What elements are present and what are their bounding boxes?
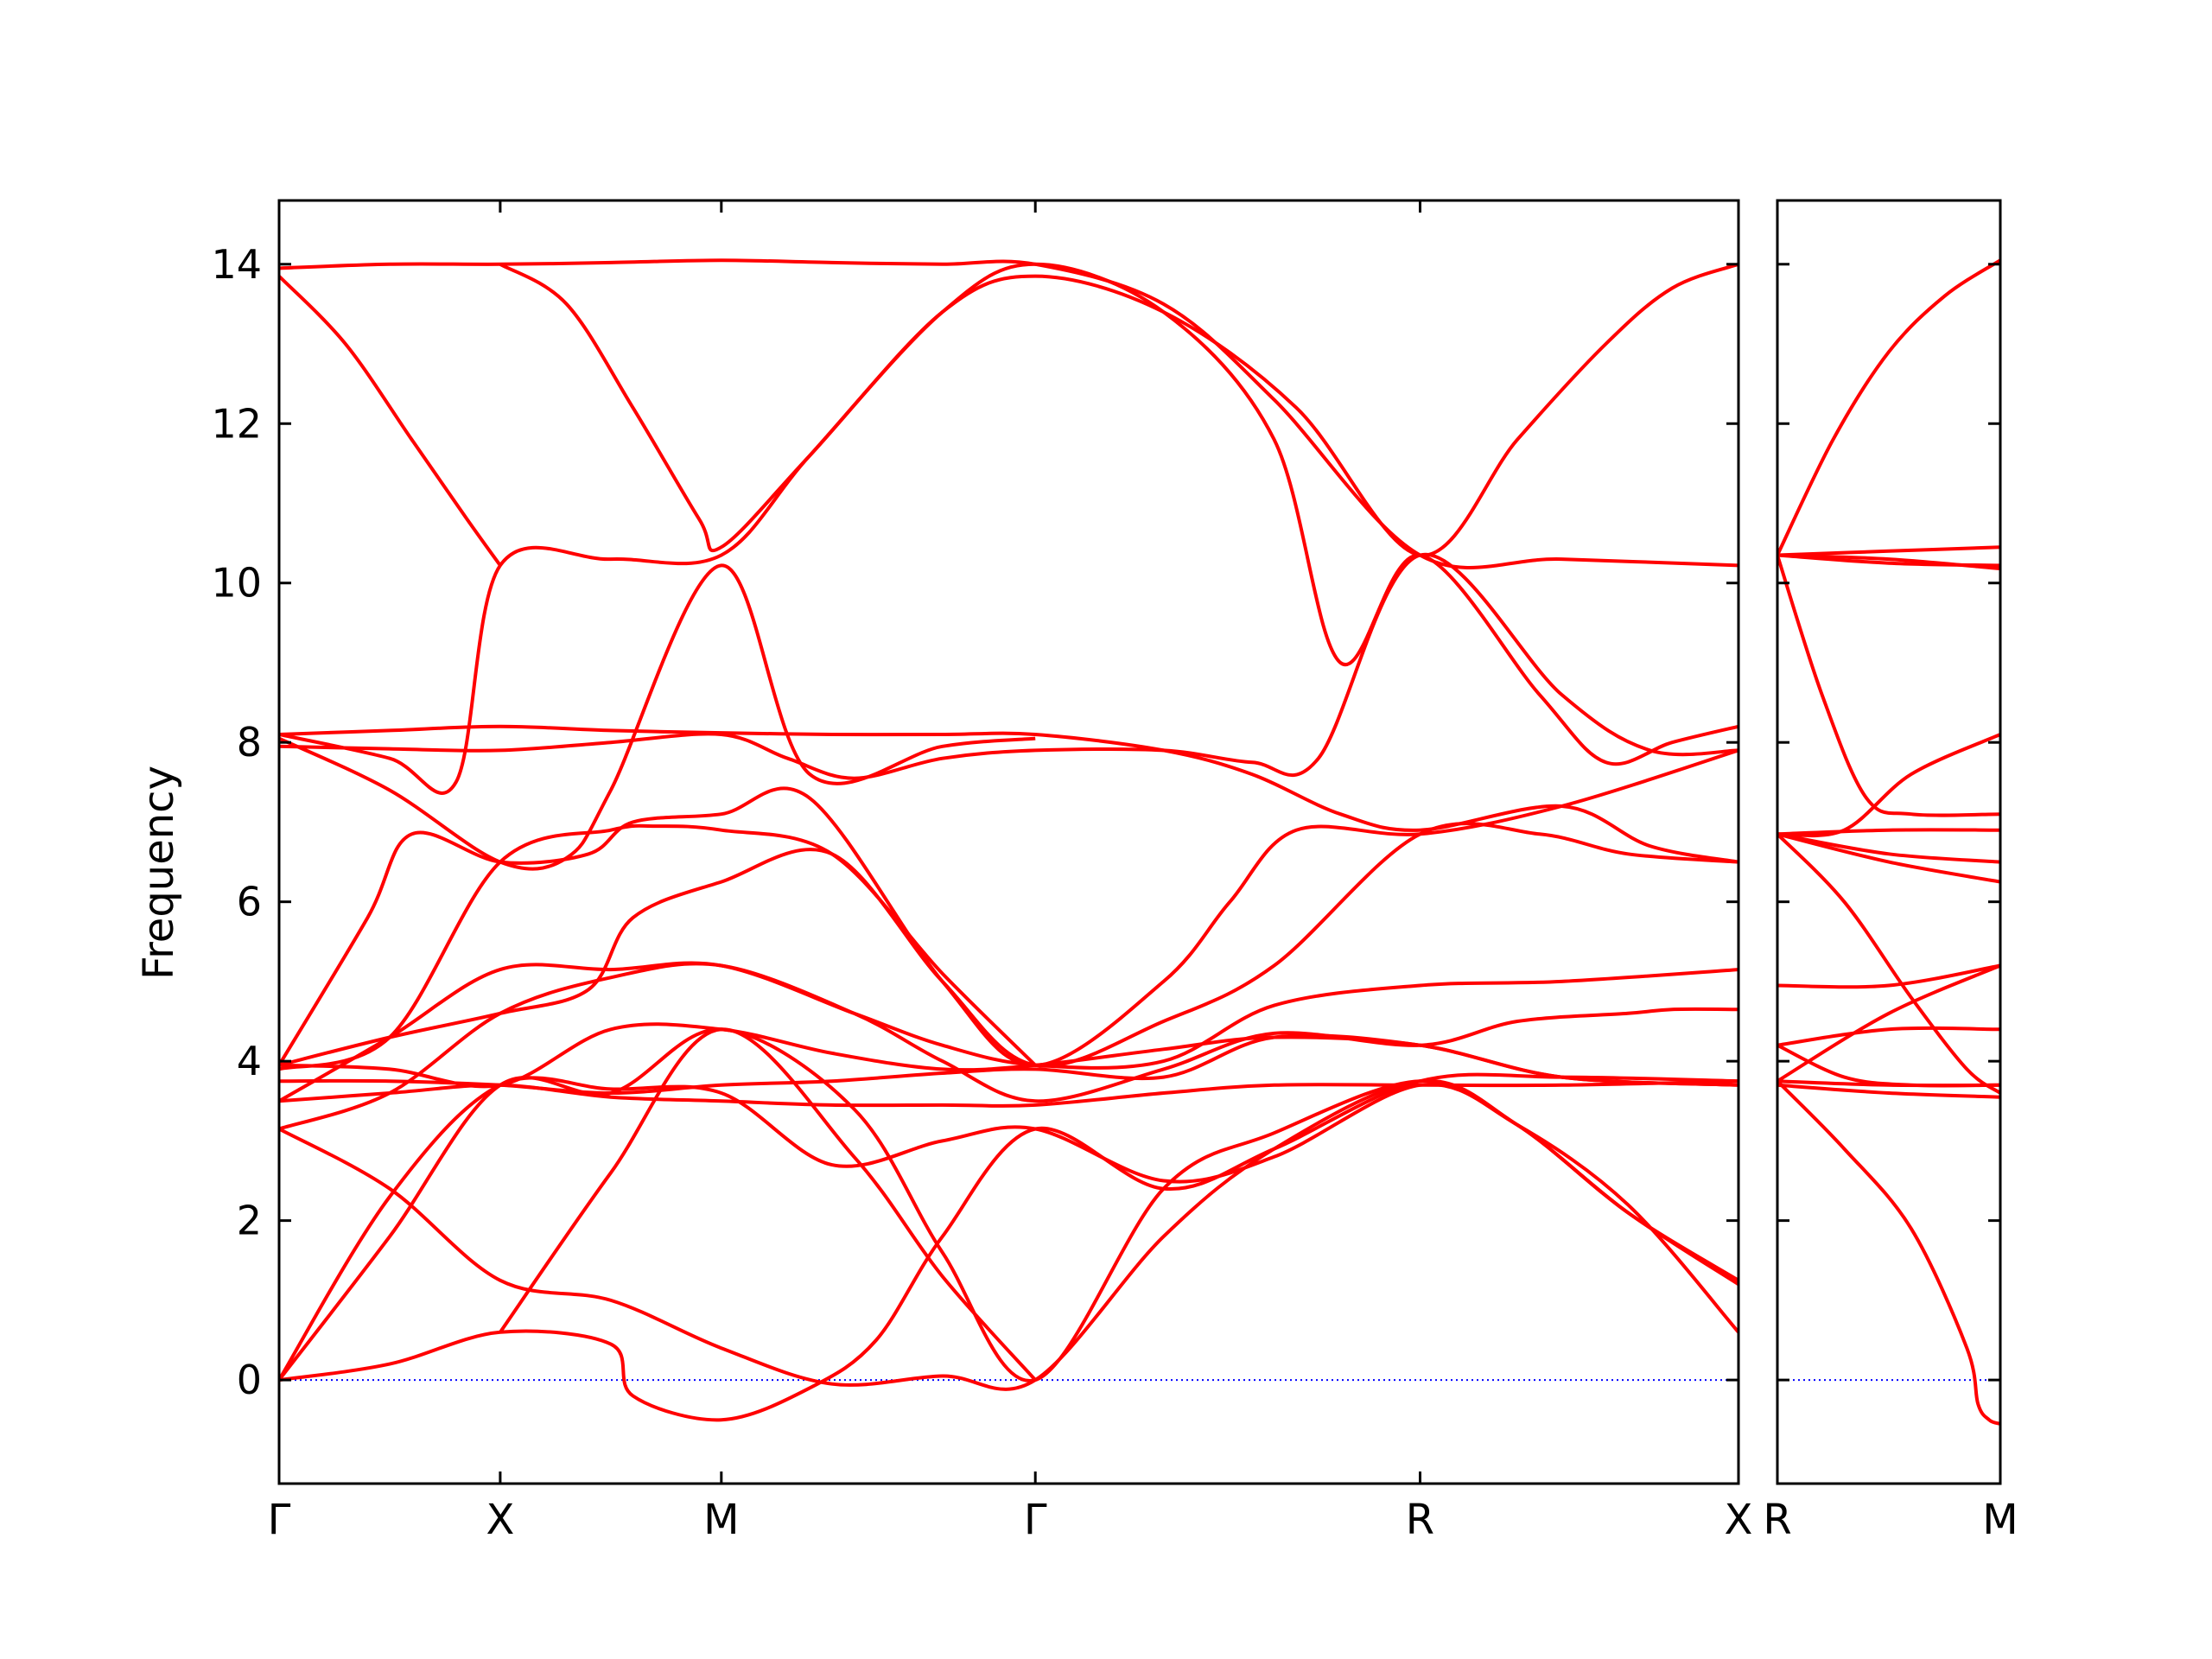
band-line-1-1 bbox=[1777, 545, 2000, 557]
band-line-1-0 bbox=[1777, 258, 2000, 556]
y-tick-label: 8 bbox=[237, 719, 262, 766]
y-tick-label: 4 bbox=[237, 1038, 262, 1084]
band-line-0-8 bbox=[279, 822, 1738, 1068]
band-line-1-11 bbox=[1777, 963, 2000, 1083]
band-line-0-4 bbox=[279, 724, 1738, 864]
band-line-0-5 bbox=[279, 552, 1738, 780]
band-line-0-6 bbox=[279, 563, 1036, 871]
band-line-1-13 bbox=[1777, 1043, 2000, 1088]
y-axis-label: Frequency bbox=[135, 766, 183, 980]
x-tick-label-0-3: Γ bbox=[1024, 1496, 1047, 1544]
y-tick-label: 14 bbox=[211, 241, 262, 288]
band-line-0-2 bbox=[499, 262, 1738, 557]
band-line-1-10 bbox=[1777, 963, 2000, 989]
band-line-0-19 bbox=[499, 1027, 1037, 1382]
band-series-group bbox=[279, 258, 1738, 1422]
y-tick-label: 10 bbox=[211, 560, 262, 607]
band-line-1-6 bbox=[1777, 828, 2000, 836]
band-panel-main: 0 2 4 6 8 10 12 14 Γ X M Γ R X bbox=[211, 199, 1753, 1544]
band-series-group bbox=[1777, 258, 2000, 1426]
band-line-1-4 bbox=[1777, 554, 2000, 817]
band-line-1-8 bbox=[1777, 832, 2000, 884]
band-line-1-9 bbox=[1777, 832, 2000, 1095]
x-tick-label-1-1: M bbox=[1982, 1496, 2018, 1544]
plot-frame bbox=[277, 199, 1740, 1485]
plot-frame bbox=[1776, 199, 2002, 1485]
y-tick-label: 2 bbox=[237, 1198, 262, 1244]
x-tick-label-0-1: X bbox=[486, 1496, 514, 1544]
x-tick-label-1-0: R bbox=[1763, 1496, 1791, 1544]
band-line-0-11 bbox=[279, 962, 1738, 1131]
band-line-1-12 bbox=[1777, 1026, 2000, 1047]
band-line-0-7 bbox=[279, 748, 1738, 1067]
band-line-0-16 bbox=[279, 1076, 1738, 1382]
y-tick-label: 12 bbox=[211, 400, 262, 447]
band-line-1-15 bbox=[1777, 1083, 2000, 1099]
band-line-1-16 bbox=[1777, 1079, 2000, 1426]
x-tick-label-0-5: X bbox=[1725, 1496, 1753, 1544]
x-tick-label-0-2: M bbox=[703, 1496, 739, 1544]
band-line-0-0 bbox=[279, 258, 1738, 569]
x-tick-label-0-0: Γ bbox=[268, 1496, 291, 1544]
band-line-1-14 bbox=[1777, 1079, 2000, 1088]
band-line-1-5 bbox=[1777, 733, 2000, 838]
x-tick-label-0-4: R bbox=[1406, 1496, 1434, 1544]
band-line-1-3 bbox=[1777, 553, 2000, 571]
band-line-1-7 bbox=[1777, 832, 2000, 864]
band-line-0-3 bbox=[279, 262, 1738, 795]
y-tick-label: 6 bbox=[237, 879, 262, 925]
band-line-0-1 bbox=[279, 275, 502, 567]
band-line-0-10 bbox=[279, 961, 1738, 1103]
y-tick-label: 0 bbox=[237, 1357, 262, 1403]
band-line-0-9 bbox=[279, 823, 1037, 1071]
band-line-0-18 bbox=[279, 1027, 1738, 1383]
